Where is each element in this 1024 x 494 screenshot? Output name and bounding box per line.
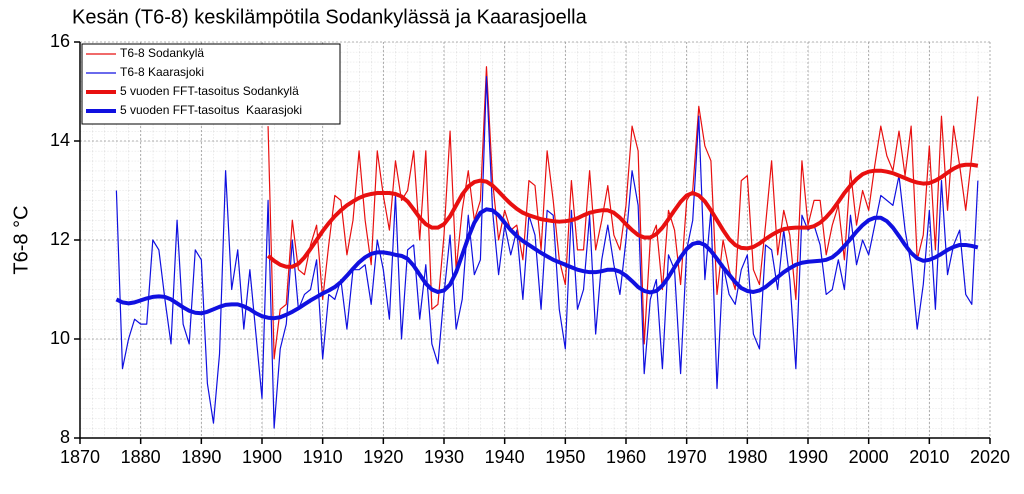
chart-title: Kesän (T6-8) keskilämpötila Sodankylässä… xyxy=(72,6,588,28)
x-tick-label: 1880 xyxy=(121,447,161,467)
series-line xyxy=(115,76,979,429)
legend-box xyxy=(81,43,341,125)
x-tick-label: 1980 xyxy=(727,447,767,467)
series-line xyxy=(266,162,979,269)
x-tick-label: 2010 xyxy=(909,447,949,467)
y-tick-label: 10 xyxy=(50,328,70,348)
y-axis-label: T6-8 °C xyxy=(10,205,32,274)
y-tick-label: 8 xyxy=(60,427,70,447)
x-tick-label: 1920 xyxy=(363,447,403,467)
y-tick-label: 16 xyxy=(50,31,70,51)
x-tick-label: 2020 xyxy=(970,447,1010,467)
y-tick-label: 12 xyxy=(50,229,70,249)
y-tick-label: 14 xyxy=(50,130,70,150)
legend-label: 5 vuoden FFT-tasoitus Kaarasjoki xyxy=(120,103,302,117)
x-tick-label: 1960 xyxy=(606,447,646,467)
x-tick-label: 1940 xyxy=(485,447,525,467)
legend-label: 5 vuoden FFT-tasoitus Sodankylä xyxy=(120,84,299,98)
series-line xyxy=(267,66,979,360)
x-tick-label: 1970 xyxy=(667,447,707,467)
x-tick-label: 1930 xyxy=(424,447,464,467)
series-line xyxy=(115,207,979,321)
legend-label: T6-8 Kaarasjoki xyxy=(120,65,204,79)
x-tick-label: 1890 xyxy=(181,447,221,467)
x-tick-label: 1900 xyxy=(242,447,282,467)
x-tick-label: 1910 xyxy=(303,447,343,467)
x-tick-label: 2000 xyxy=(849,447,889,467)
legend-label: T6-8 Sodankylä xyxy=(120,46,204,60)
x-tick-label: 1950 xyxy=(545,447,585,467)
x-tick-label: 1990 xyxy=(788,447,828,467)
x-tick-label: 1870 xyxy=(60,447,100,467)
